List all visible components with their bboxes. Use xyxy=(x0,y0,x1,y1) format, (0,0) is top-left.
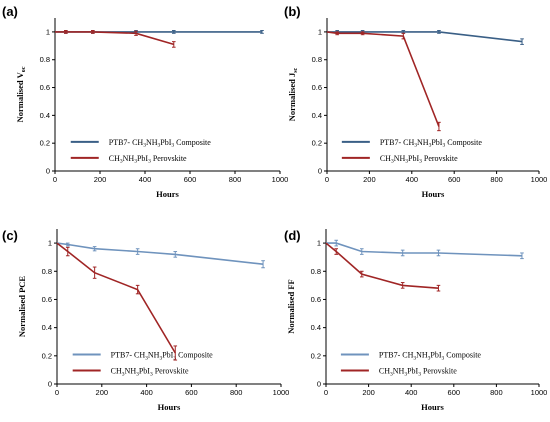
x-tick-label-c: 800 xyxy=(230,388,243,397)
series-line-b-1 xyxy=(326,31,440,127)
x-tick-label-c: 400 xyxy=(140,388,153,397)
x-tick-label-b: 0 xyxy=(325,175,329,184)
y-tick-label-b: 0 xyxy=(318,167,322,176)
y-tick-label-b: 0.4 xyxy=(312,111,322,120)
y-axis-title-d: Normalised FF xyxy=(286,279,296,334)
y-axis-title-c: Normalised PCE xyxy=(17,276,27,337)
x-tick-label-b: 200 xyxy=(363,175,376,184)
x-tick-label-b: 800 xyxy=(490,175,503,184)
panel-label-d: (d) xyxy=(284,228,301,243)
legend-label-b-1: CH3NH3PbI3 Perovskite xyxy=(380,154,458,165)
y-tick-label-c: 0 xyxy=(48,380,52,389)
y-tick-label-b: 0.2 xyxy=(312,139,322,148)
x-axis-title-b: Hours xyxy=(422,189,445,199)
y-axis-title-b: Normalised Jsc xyxy=(287,67,299,121)
legend-label-d-1: CH3NH3PbI3 Perovskite xyxy=(379,367,457,378)
y-tick-label-a: 0.6 xyxy=(40,83,50,92)
x-tick-label-d: 200 xyxy=(362,388,375,397)
legend-label-a-0: PTB7- CH3NH3PbI3 Composite xyxy=(109,138,212,149)
x-tick-label-c: 200 xyxy=(96,388,109,397)
legend-label-a-1: CH3NH3PbI3 Perovskite xyxy=(109,154,187,165)
x-tick-label-c: 0 xyxy=(55,388,59,397)
x-tick-label-a: 200 xyxy=(94,175,107,184)
x-tick-label-d: 600 xyxy=(448,388,461,397)
y-tick-label-a: 1 xyxy=(46,27,50,36)
panel-label-a: (a) xyxy=(2,4,18,19)
x-tick-label-a: 800 xyxy=(229,175,242,184)
y-tick-label-a: 0.2 xyxy=(40,139,50,148)
panel-a: (a) 0 0.2 0.4 0.6 0.8 1 0 200 400 600 800 1000 Hours N… xyxy=(2,4,288,199)
y-tick-label-d: 0.4 xyxy=(311,323,321,332)
x-tick-label-b: 400 xyxy=(406,175,419,184)
series-line-d-1 xyxy=(325,242,439,289)
y-axis-title-a: Normalised Voc xyxy=(15,66,27,122)
x-tick-label-a: 1000 xyxy=(272,175,289,184)
x-tick-label-d: 400 xyxy=(405,388,418,397)
legend-label-c-0: PTB7- CH3NH3PbI3 Composite xyxy=(111,351,214,362)
y-tick-label-d: 0.2 xyxy=(311,351,321,360)
x-tick-label-a: 400 xyxy=(139,175,152,184)
y-tick-label-c: 1 xyxy=(48,239,52,248)
y-tick-label-a: 0 xyxy=(46,167,50,176)
x-tick-label-d: 0 xyxy=(324,388,328,397)
y-tick-label-c: 0.8 xyxy=(42,267,52,276)
x-tick-label-c: 600 xyxy=(185,388,198,397)
series-line-c-1 xyxy=(56,242,176,354)
x-tick-label-b: 1000 xyxy=(531,175,548,184)
y-tick-label-b: 0.6 xyxy=(312,83,322,92)
x-tick-label-a: 600 xyxy=(184,175,197,184)
panel-label-b: (b) xyxy=(284,4,301,19)
y-tick-label-a: 0.4 xyxy=(40,111,50,120)
y-tick-label-d: 0.8 xyxy=(311,267,321,276)
y-tick-label-c: 0.4 xyxy=(42,323,52,332)
x-tick-label-c: 1000 xyxy=(273,388,290,397)
panel-b: (b) 0 0.2 0.4 0.6 0.8 1 0 200 400 600 800 1000 Hours N… xyxy=(284,4,547,199)
y-tick-label-d: 0 xyxy=(317,380,321,389)
y-tick-label-c: 0.6 xyxy=(42,295,52,304)
y-tick-label-d: 0.6 xyxy=(311,295,321,304)
x-tick-label-d: 800 xyxy=(490,388,503,397)
y-tick-label-d: 1 xyxy=(317,239,321,248)
x-axis-title-c: Hours xyxy=(158,402,181,412)
y-tick-label-b: 1 xyxy=(318,27,322,36)
panel-c: (c) 0 0.2 0.4 0.6 0.8 1 0 200 400 600 800 1000 Hours N… xyxy=(2,228,289,412)
y-tick-label-b: 0.8 xyxy=(312,55,322,64)
y-tick-label-c: 0.2 xyxy=(42,351,52,360)
series-line-d-0 xyxy=(326,242,523,257)
legend-label-b-0: PTB7- CH3NH3PbI3 Composite xyxy=(380,138,483,149)
x-tick-label-a: 0 xyxy=(53,175,57,184)
y-tick-label-a: 0.8 xyxy=(40,55,50,64)
legend-label-c-1: CH3NH3PbI3 Perovskite xyxy=(111,367,189,378)
x-axis-title-d: Hours xyxy=(421,402,444,412)
panel-d: (d) 0 0.2 0.4 0.6 0.8 1 0 200 400 600 800 1000 Hours N… xyxy=(284,228,547,412)
x-tick-label-b: 600 xyxy=(448,175,461,184)
x-tick-label-d: 1000 xyxy=(531,388,548,397)
series-line-c-0 xyxy=(56,242,264,265)
legend-label-d-0: PTB7- CH3NH3PbI3 Composite xyxy=(379,351,482,362)
x-axis-title-a: Hours xyxy=(156,189,179,199)
panel-label-c: (c) xyxy=(2,228,18,243)
series-line-a-1 xyxy=(55,31,175,46)
